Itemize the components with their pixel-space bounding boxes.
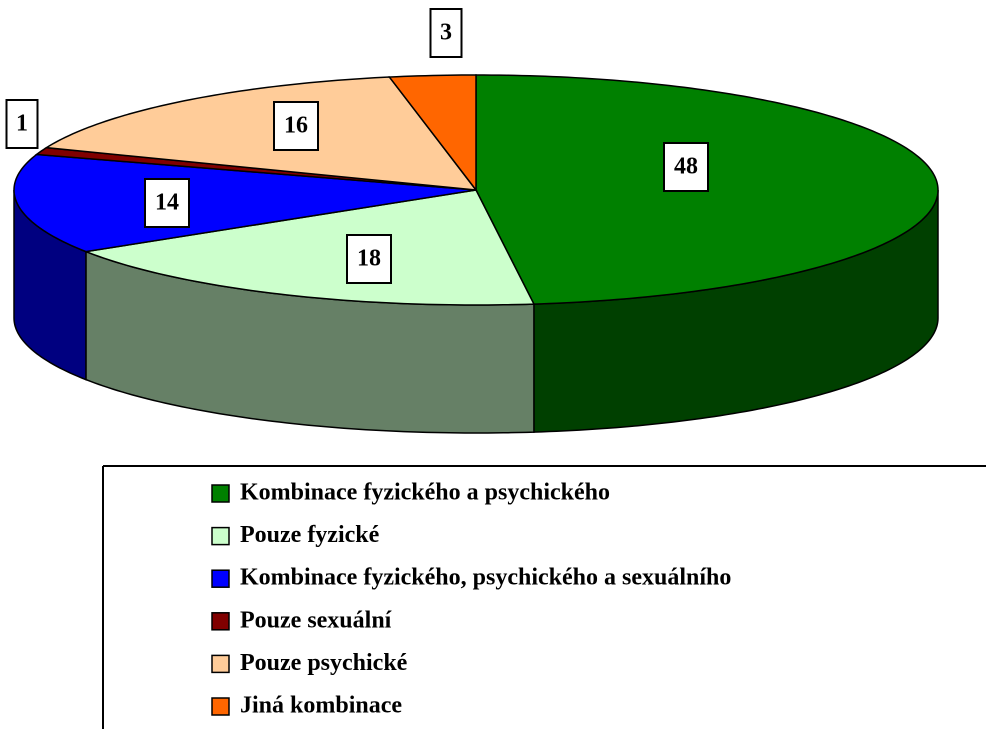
legend-swatch <box>211 697 230 716</box>
data-label: 48 <box>674 154 698 180</box>
pie-slice <box>387 74 477 193</box>
data-label: 18 <box>357 246 381 272</box>
legend-swatch <box>211 526 230 546</box>
data-label-box <box>663 142 709 192</box>
legend-label: Kombinace fyzického a psychického <box>240 480 610 506</box>
data-label: 14 <box>155 190 179 216</box>
legend-swatch <box>211 484 230 503</box>
data-label-box <box>144 178 190 228</box>
legend-label: Kombinace fyzického, psychického a sexuá… <box>240 565 731 591</box>
pie-slice <box>44 76 478 191</box>
legend-frame <box>102 465 986 729</box>
data-label: 3 <box>440 20 452 46</box>
data-label: 16 <box>284 113 308 139</box>
pie-slice <box>13 153 477 253</box>
data-label-box <box>346 234 392 284</box>
legend-swatch <box>211 654 230 674</box>
legend-swatch <box>211 612 230 631</box>
legend-label: Pouze fyzické <box>240 522 380 548</box>
legend-label: Pouze sexuální <box>240 607 392 633</box>
legend-swatch <box>211 569 230 588</box>
data-label: 1 <box>16 111 28 137</box>
data-label-box <box>429 8 463 58</box>
legend-label: Jiná kombinace <box>240 693 402 719</box>
legend-label: Pouze psychické <box>240 650 408 676</box>
data-label-box <box>273 101 319 151</box>
data-label-box <box>5 99 39 149</box>
pie-slice <box>83 189 536 306</box>
